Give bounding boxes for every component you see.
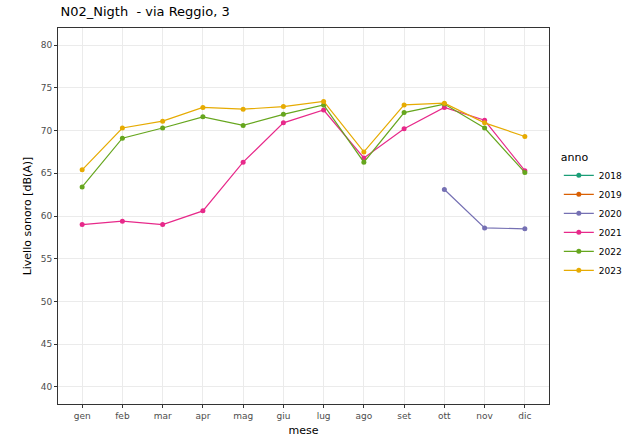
svg-text:60: 60 <box>41 211 53 221</box>
svg-text:gen: gen <box>74 411 91 421</box>
svg-text:40: 40 <box>41 382 53 392</box>
svg-text:N02_Nigth - via Reggio, 3: N02_Nigth - via Reggio, 3 <box>60 4 229 19</box>
svg-text:50: 50 <box>41 297 53 307</box>
svg-text:2020: 2020 <box>599 209 622 219</box>
svg-text:set: set <box>397 411 411 421</box>
svg-text:2023: 2023 <box>599 266 622 276</box>
svg-text:nov: nov <box>476 411 493 421</box>
svg-text:mese: mese <box>289 424 319 437</box>
svg-text:ago: ago <box>356 411 373 421</box>
svg-text:mar: mar <box>154 411 172 421</box>
svg-text:2021: 2021 <box>599 228 622 238</box>
svg-text:feb: feb <box>115 411 130 421</box>
svg-text:45: 45 <box>41 339 52 349</box>
svg-text:2018: 2018 <box>599 171 622 181</box>
svg-text:apr: apr <box>195 411 210 421</box>
svg-text:75: 75 <box>41 83 52 93</box>
svg-text:2022: 2022 <box>599 247 622 257</box>
svg-text:mag: mag <box>233 411 253 421</box>
svg-text:80: 80 <box>41 40 53 50</box>
svg-text:giu: giu <box>276 411 290 421</box>
svg-text:65: 65 <box>41 168 52 178</box>
svg-text:anno: anno <box>561 151 589 164</box>
svg-text:55: 55 <box>41 254 52 264</box>
svg-text:dic: dic <box>518 411 531 421</box>
svg-text:Livello sonoro [dB(A)]: Livello sonoro [dB(A)] <box>21 157 34 276</box>
svg-text:ott: ott <box>438 411 451 421</box>
svg-text:70: 70 <box>41 126 53 136</box>
svg-text:lug: lug <box>317 411 331 421</box>
svg-text:2019: 2019 <box>599 190 622 200</box>
